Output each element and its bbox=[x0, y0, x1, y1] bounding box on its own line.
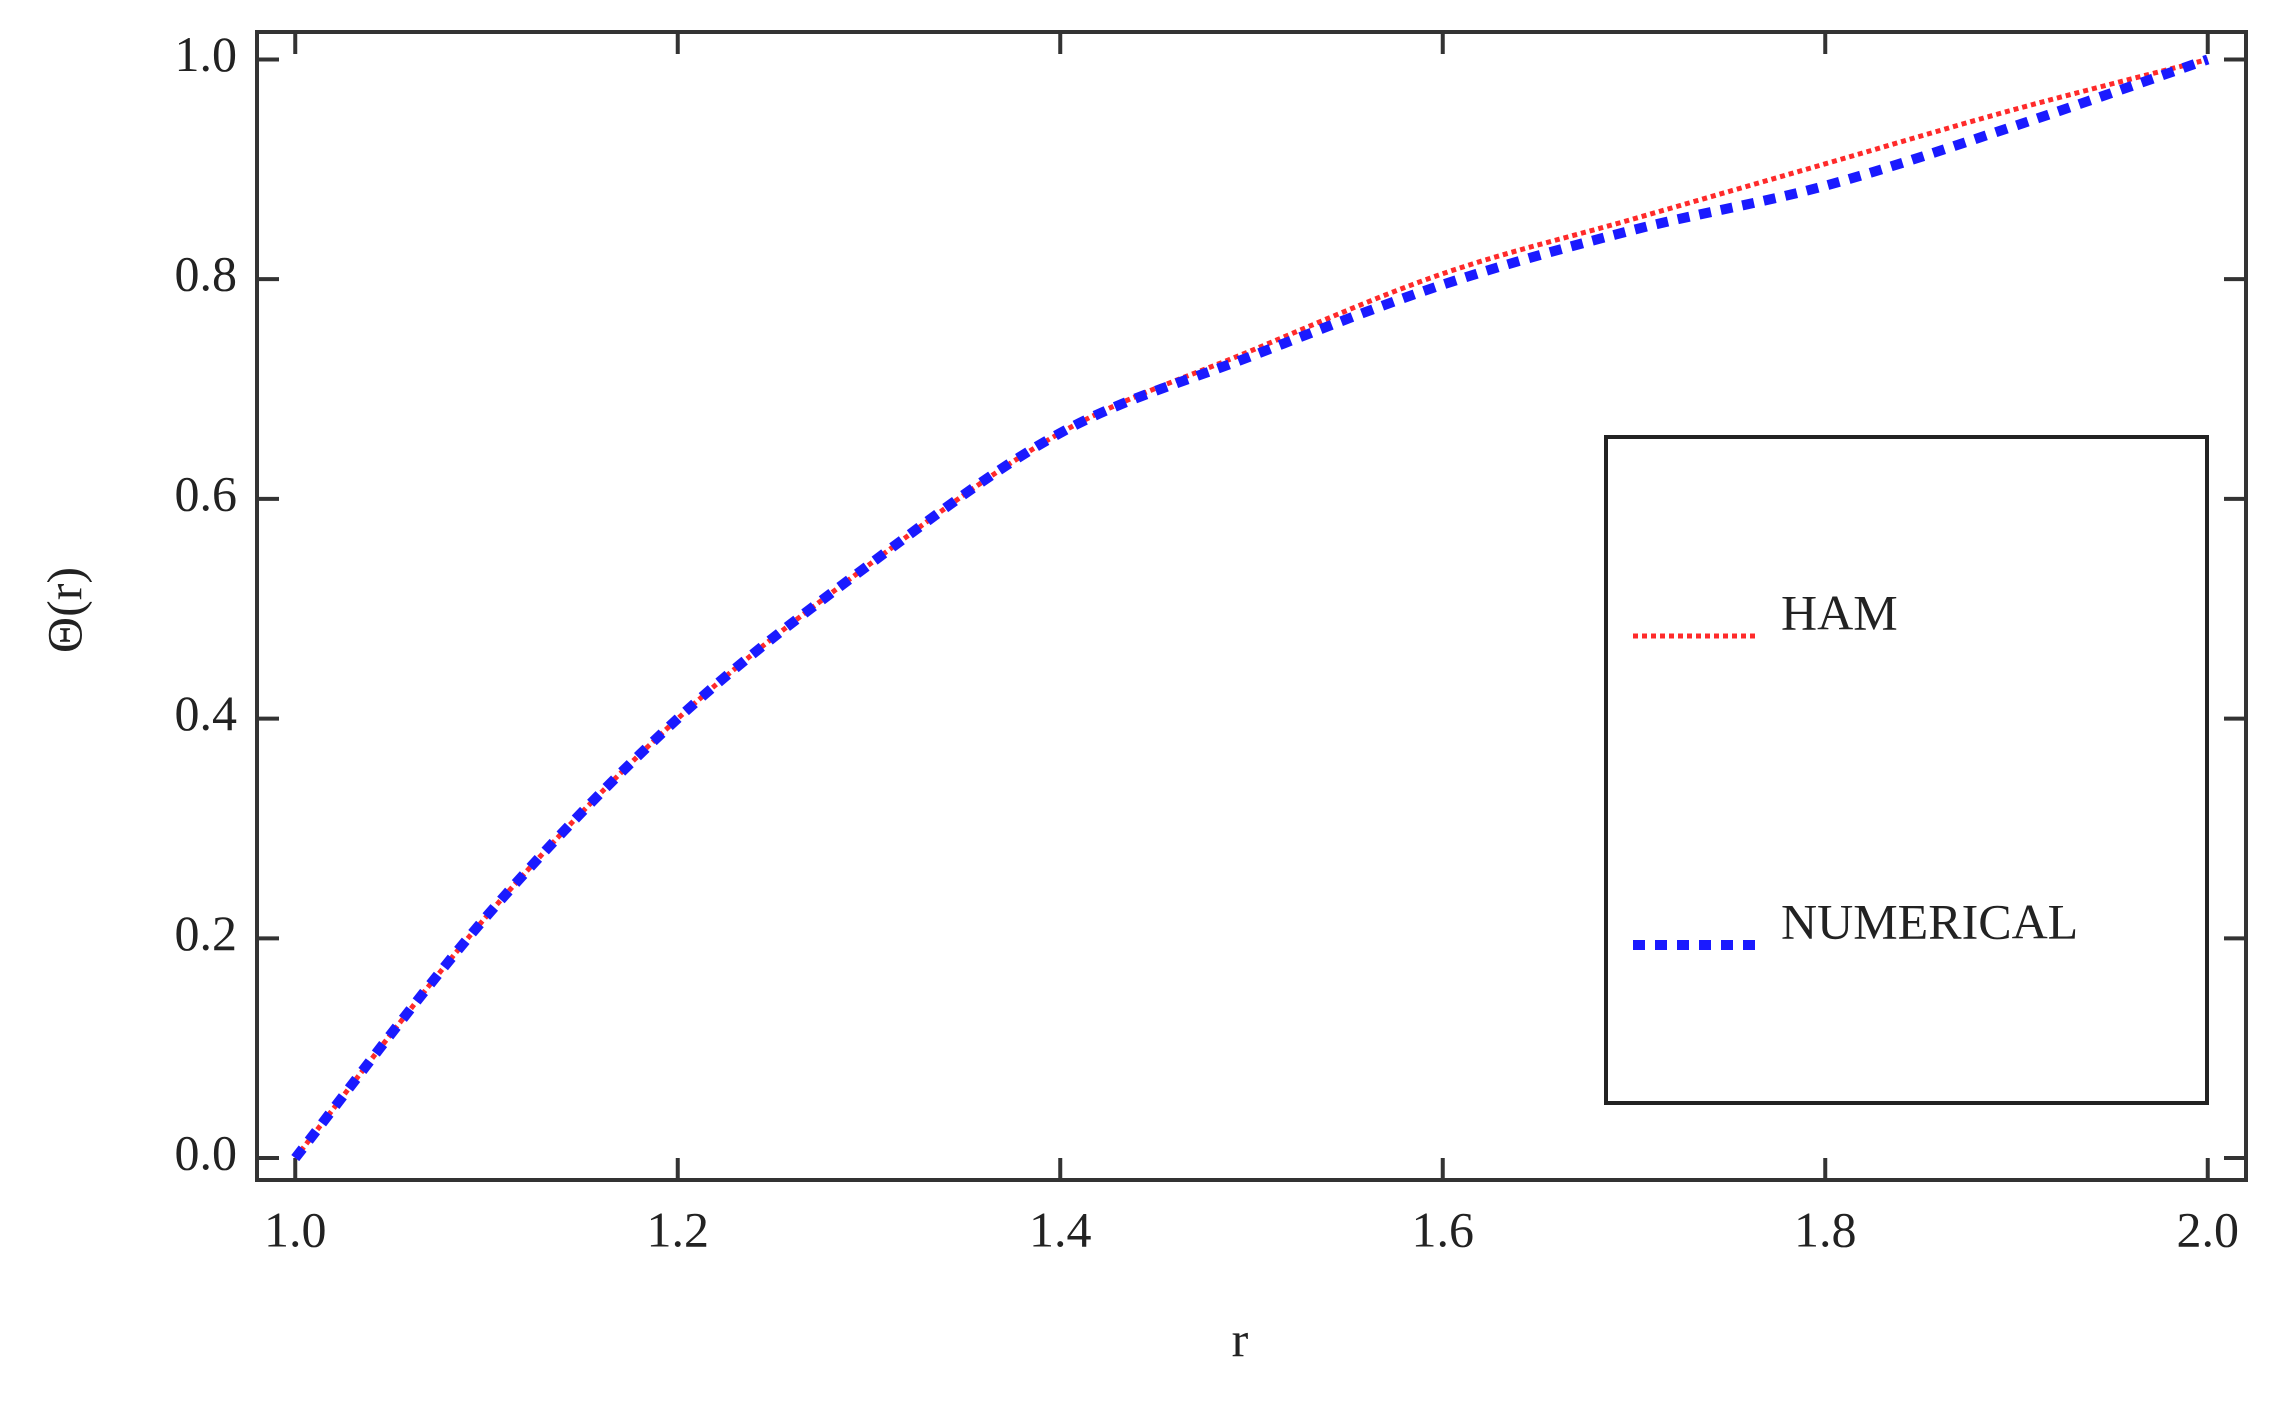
x-tick-label: 1.8 bbox=[1794, 1201, 1857, 1257]
legend-label: HAM bbox=[1781, 584, 1898, 640]
legend-box bbox=[1604, 435, 2209, 1105]
x-tick-label: 2.0 bbox=[2177, 1201, 2240, 1257]
series-line bbox=[291, 54, 2210, 1162]
x-axis-label: r bbox=[1232, 1311, 1249, 1367]
x-tick-label: 1.0 bbox=[264, 1201, 327, 1257]
y-tick-label: 1.0 bbox=[175, 26, 238, 82]
x-tick-label: 1.6 bbox=[1412, 1201, 1475, 1257]
y-tick-label: 0.2 bbox=[175, 905, 238, 961]
y-tick-label: 0.0 bbox=[175, 1124, 238, 1180]
y-tick-label: 0.8 bbox=[175, 246, 238, 302]
y-tick-label: 0.4 bbox=[175, 685, 238, 741]
legend-label: NUMERICAL bbox=[1781, 893, 2078, 949]
x-tick-label: 1.2 bbox=[647, 1201, 710, 1257]
y-axis-label: Θ(r) bbox=[36, 567, 92, 653]
x-tick-label: 1.4 bbox=[1029, 1201, 1092, 1257]
y-tick-label: 0.6 bbox=[175, 465, 238, 521]
plot-frame bbox=[255, 30, 2248, 1182]
